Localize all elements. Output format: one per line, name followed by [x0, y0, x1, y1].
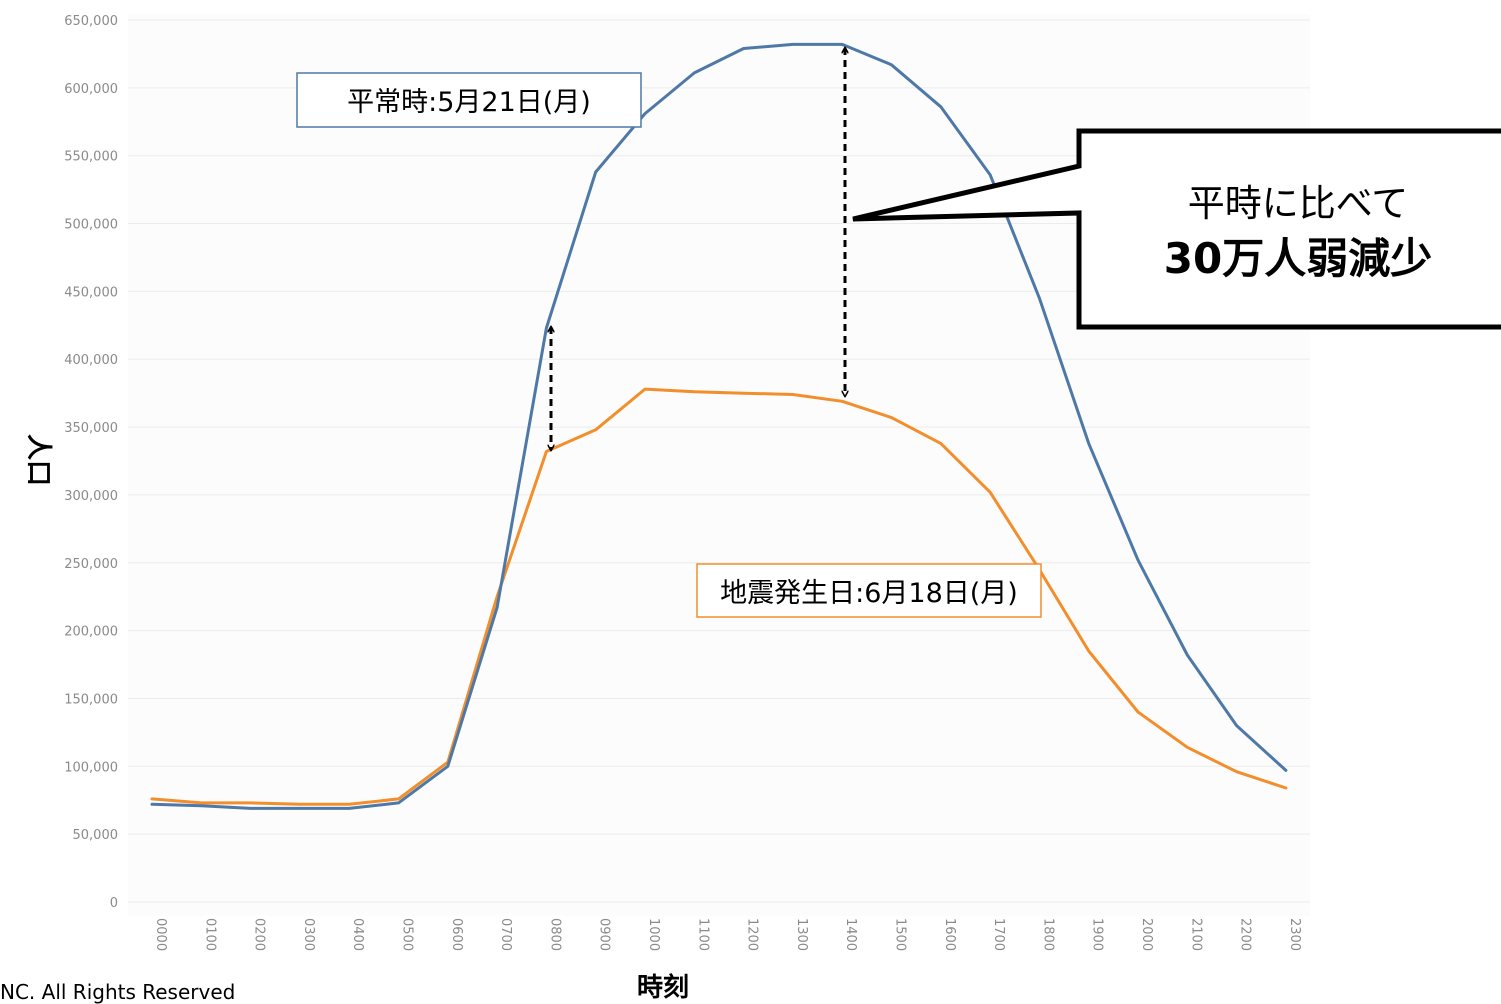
series-line-quake	[150, 387, 1288, 806]
series-label-normal-box	[296, 72, 642, 128]
x-tick-label: 1300	[794, 918, 809, 951]
series-label-quake-text: 地震発生日:6月18日(月)	[720, 578, 1018, 609]
x-tick-labels: 0000 0100 0200 0300 0400 0500 0600 0700 0800 0900…	[153, 918, 1302, 951]
y-tick-label: 500,000	[64, 218, 118, 233]
x-tick-label: 1200	[745, 918, 760, 951]
callout-shape	[852, 128, 1501, 330]
x-tick-label: 0600	[449, 918, 464, 951]
callout-line2: 30万人弱減少	[1164, 234, 1432, 283]
y-tick-label: 400,000	[64, 353, 118, 368]
x-tick-label: 0700	[498, 918, 513, 951]
x-tick-label: 1900	[1090, 918, 1105, 951]
y-tick-label: 250,000	[64, 557, 118, 572]
y-tick-label: 100,000	[64, 760, 118, 775]
x-tick-label: 0200	[252, 918, 267, 951]
callout-box: 平時に比べて 30万人弱減少	[852, 128, 1501, 330]
x-tick-label: 2000	[1139, 918, 1154, 951]
y-tick-label: 150,000	[64, 692, 118, 707]
x-tick-label: 0500	[400, 918, 415, 951]
y-tick-labels: 0 50,000 100,000 150,000 200,000 250,000 300,0…	[64, 14, 118, 911]
x-tick-label: 1400	[843, 918, 858, 951]
x-tick-label: 0300	[301, 918, 316, 951]
y-tick-label: 650,000	[64, 14, 118, 29]
series-line-normal	[150, 42, 1288, 810]
x-axis-title: 時刻	[637, 972, 689, 1001]
x-tick-label: 2200	[1238, 918, 1253, 951]
x-tick-label: 1500	[893, 918, 908, 951]
x-tick-label: 2300	[1287, 918, 1302, 951]
callout-line1: 平時に比べて	[1188, 182, 1409, 225]
y-tick-label: 600,000	[64, 82, 118, 97]
x-tick-label: 1000	[646, 918, 661, 951]
x-tick-label: 0400	[350, 918, 365, 951]
y-tick-label: 550,000	[64, 150, 118, 165]
x-tick-label: 0100	[202, 918, 217, 951]
x-tick-label: 0000	[153, 918, 168, 951]
y-tick-label: 350,000	[64, 421, 118, 436]
y-tick-label: 50,000	[73, 828, 119, 843]
series-label-normal-text: 平常時:5月21日(月)	[347, 87, 591, 118]
x-tick-label: 1600	[942, 918, 957, 951]
y-axis-title: 人口	[23, 434, 53, 486]
x-tick-label: 2100	[1188, 918, 1203, 951]
y-tick-label: 200,000	[64, 625, 118, 640]
x-tick-label: 1100	[695, 918, 710, 951]
series-lines	[150, 42, 1288, 810]
copyright-text: NC. All Rights Reserved	[0, 980, 236, 1004]
x-tick-label: 0800	[547, 918, 562, 951]
x-tick-label: 1700	[991, 918, 1006, 951]
x-tick-label: 0900	[597, 918, 612, 951]
x-tick-label: 1800	[1040, 918, 1055, 951]
y-tick-label: 450,000	[64, 285, 118, 300]
series-label-quake: 地震発生日:6月18日(月)	[696, 563, 1042, 618]
series-label-normal: 平常時:5月21日(月)	[296, 72, 642, 128]
y-tick-label: 300,000	[64, 489, 118, 504]
y-tick-label: 0	[110, 896, 118, 911]
series-label-quake-box	[696, 563, 1042, 618]
